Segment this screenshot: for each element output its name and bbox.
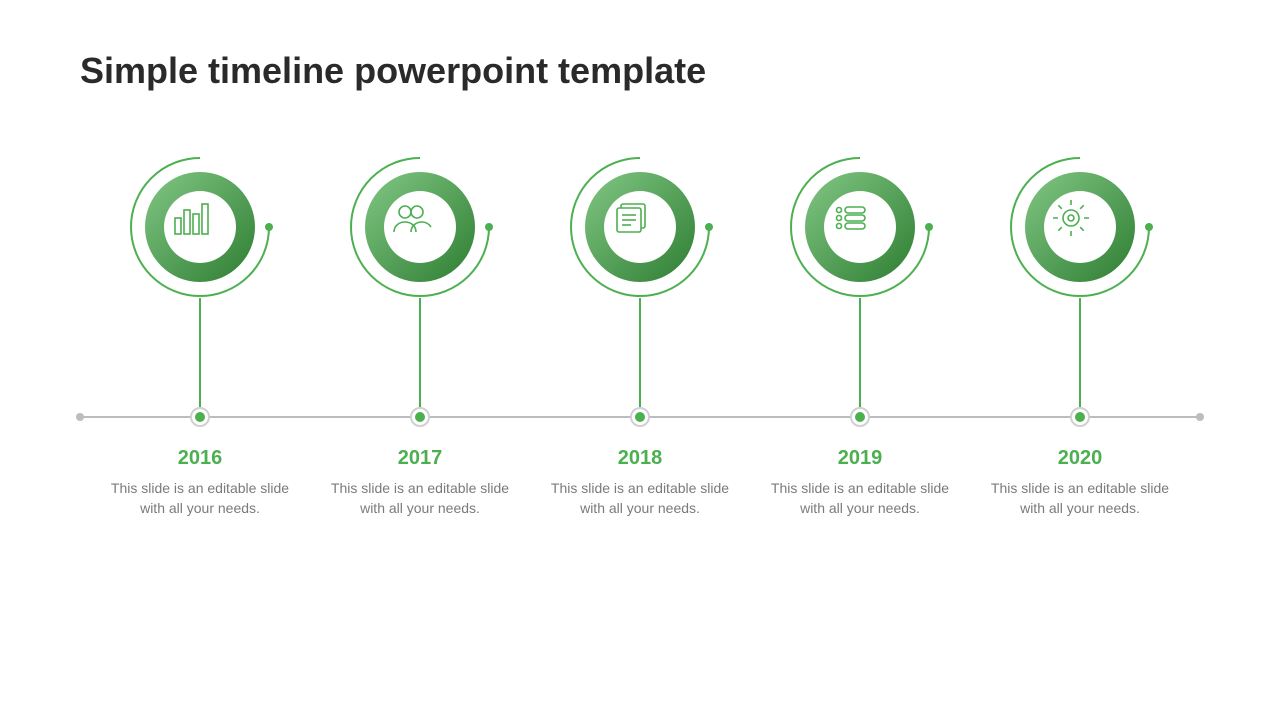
people-icon — [389, 196, 451, 258]
timeline-node — [630, 407, 650, 427]
timeline-stem — [639, 298, 641, 418]
timeline-year: 2019 — [770, 447, 950, 470]
timeline-desc: This slide is an editable slide with all… — [550, 478, 730, 519]
timeline-node — [190, 407, 210, 427]
timeline-year: 2018 — [550, 447, 730, 470]
timeline-desc: This slide is an editable slide with all… — [990, 478, 1170, 519]
timeline-stem — [199, 298, 201, 418]
timeline-item — [990, 152, 1170, 418]
timeline-label: 2019 This slide is an editable slide wit… — [770, 447, 950, 519]
timeline-node — [850, 407, 870, 427]
timeline-medallion — [785, 152, 935, 302]
timeline-label: 2018 This slide is an editable slide wit… — [550, 447, 730, 519]
slide-title: Simple timeline powerpoint template — [80, 50, 1200, 92]
list-icon — [829, 196, 891, 258]
timeline-desc: This slide is an editable slide with all… — [330, 478, 510, 519]
timeline-year: 2017 — [330, 447, 510, 470]
timeline-medallion — [565, 152, 715, 302]
timeline: 2016 This slide is an editable slide wit… — [80, 152, 1200, 519]
timeline-item — [770, 152, 950, 418]
timeline-medallion — [125, 152, 275, 302]
timeline-desc: This slide is an editable slide with all… — [110, 478, 290, 519]
timeline-label: 2016 This slide is an editable slide wit… — [110, 447, 290, 519]
timeline-item — [550, 152, 730, 418]
timeline-axis-nodes — [80, 407, 1200, 427]
timeline-labels-row: 2016 This slide is an editable slide wit… — [80, 447, 1200, 519]
timeline-node — [410, 407, 430, 427]
bar-chart-icon — [169, 196, 231, 258]
timeline-node — [1070, 407, 1090, 427]
timeline-stem — [1079, 298, 1081, 418]
timeline-medallion — [345, 152, 495, 302]
timeline-stem — [859, 298, 861, 418]
timeline-year: 2020 — [990, 447, 1170, 470]
timeline-label: 2017 This slide is an editable slide wit… — [330, 447, 510, 519]
timeline-item — [110, 152, 290, 418]
slide: Simple timeline powerpoint template — [0, 0, 1280, 720]
timeline-label: 2020 This slide is an editable slide wit… — [990, 447, 1170, 519]
timeline-desc: This slide is an editable slide with all… — [770, 478, 950, 519]
timeline-year: 2016 — [110, 447, 290, 470]
timeline-stem — [419, 298, 421, 418]
timeline-medallion — [1005, 152, 1155, 302]
gear-icon — [1049, 196, 1111, 258]
documents-icon — [609, 196, 671, 258]
timeline-medallions-row — [80, 152, 1200, 418]
timeline-item — [330, 152, 510, 418]
